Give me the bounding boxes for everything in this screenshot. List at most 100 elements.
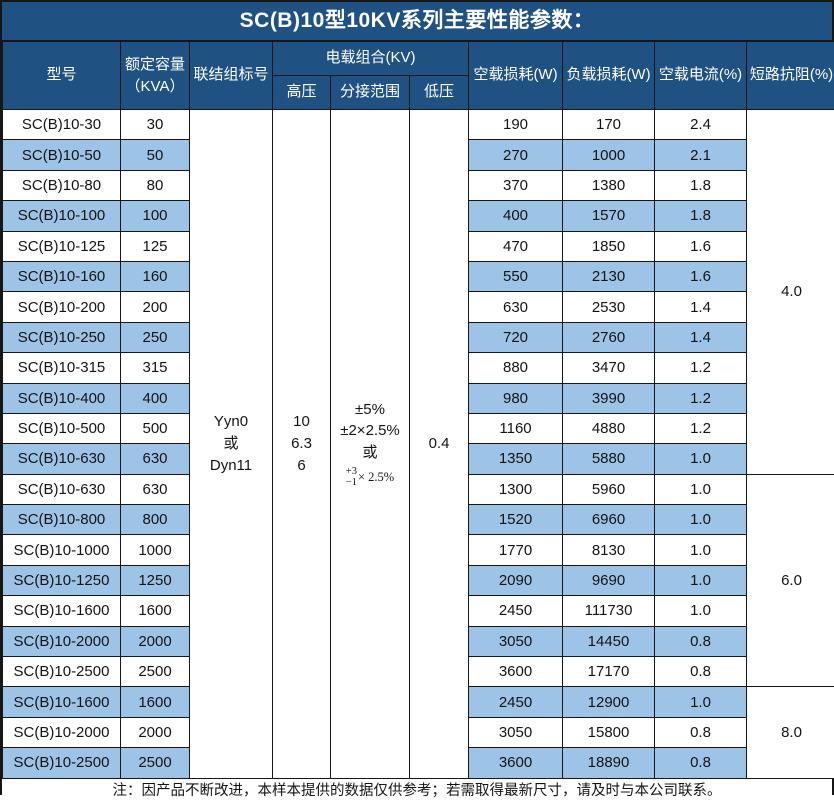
model-cell: SC(B)10-50 [3,140,121,170]
no-load-loss-cell: 550 [469,261,563,291]
col-header-tap-range: 分接范围 [331,76,410,110]
kva-cell: 630 [121,474,190,504]
no-load-current-cell: 2.1 [655,140,747,170]
no-load-loss-cell: 630 [469,292,563,322]
no-load-loss-cell: 270 [469,140,563,170]
tap-stack: +3−1 [346,466,357,489]
table-header: 型号 额定容量 （KVA） 联结组标号 电载组合(KV) 空载损耗(W) 负载损… [3,42,834,110]
load-loss-cell: 1380 [563,170,655,200]
footnote: 注：因产品不断改进，本样本提供的数据仅供参考；若需取得最新尺寸，请及时与本公司联… [2,779,832,800]
no-load-loss-cell: 3600 [469,748,563,778]
model-cell: SC(B)10-2000 [3,626,121,656]
tap-range-fraction: +3−1× 2.5% [332,466,408,489]
no-load-current-cell: 1.0 [655,474,747,504]
impedance-cell: 4.0 [747,110,834,475]
no-load-current-cell: 0.8 [655,748,747,778]
no-load-current-cell: 1.0 [655,687,747,717]
load-loss-cell: 5960 [563,474,655,504]
model-cell: SC(B)10-2500 [3,657,121,687]
no-load-current-cell: 1.2 [655,413,747,443]
model-cell: SC(B)10-100 [3,201,121,231]
no-load-current-cell: 1.0 [655,505,747,535]
page-title: SC(B)10型10KV系列主要性能参数： [2,2,832,41]
load-loss-cell: 1570 [563,201,655,231]
col-header-voltage-group: 电载组合(KV) [273,42,469,76]
no-load-current-cell: 1.0 [655,444,747,474]
connection-line: 或 [191,433,271,455]
load-loss-cell: 14450 [563,626,655,656]
kva-cell: 1000 [121,535,190,565]
no-load-loss-cell: 3050 [469,717,563,747]
no-load-current-cell: 1.8 [655,170,747,200]
kva-cell: 400 [121,383,190,413]
col-header-capacity-line2: （KVA） [122,76,188,98]
no-load-loss-cell: 1770 [469,535,563,565]
load-loss-cell: 18890 [563,748,655,778]
col-header-capacity: 额定容量 （KVA） [121,42,190,110]
model-cell: SC(B)10-160 [3,261,121,291]
kva-cell: 2500 [121,657,190,687]
no-load-loss-cell: 190 [469,110,563,140]
model-cell: SC(B)10-630 [3,444,121,474]
col-header-impedance: 短路抗阻(%) [747,42,834,110]
impedance-cell: 6.0 [747,474,834,687]
kva-cell: 630 [121,444,190,474]
kva-cell: 1250 [121,565,190,595]
model-cell: SC(B)10-80 [3,170,121,200]
no-load-loss-cell: 1160 [469,413,563,443]
no-load-loss-cell: 2090 [469,565,563,595]
no-load-current-cell: 1.2 [655,383,747,413]
col-header-model: 型号 [3,42,121,110]
load-loss-cell: 17170 [563,657,655,687]
tap-stack-top: +3 [346,466,357,478]
kva-cell: 160 [121,261,190,291]
kva-cell: 100 [121,201,190,231]
model-cell: SC(B)10-500 [3,413,121,443]
model-cell: SC(B)10-1000 [3,535,121,565]
kva-cell: 800 [121,505,190,535]
no-load-current-cell: 0.8 [655,657,747,687]
no-load-current-cell: 1.8 [655,201,747,231]
kva-cell: 250 [121,322,190,352]
no-load-loss-cell: 3050 [469,626,563,656]
no-load-loss-cell: 3600 [469,657,563,687]
col-header-connection: 联结组标号 [190,42,273,110]
kva-cell: 500 [121,413,190,443]
model-cell: SC(B)10-1600 [3,596,121,626]
no-load-current-cell: 1.6 [655,261,747,291]
model-cell: SC(B)10-315 [3,353,121,383]
no-load-loss-cell: 1300 [469,474,563,504]
model-cell: SC(B)10-30 [3,110,121,140]
tap-range-line: ±5% [332,399,408,421]
tap-range-line: ±2×2.5% [332,420,408,442]
impedance-cell: 8.0 [747,687,834,778]
no-load-loss-cell: 2450 [469,596,563,626]
no-load-current-cell: 1.0 [655,535,747,565]
load-loss-cell: 6960 [563,505,655,535]
lv-cell: 0.4 [410,110,469,779]
kva-cell: 30 [121,110,190,140]
model-cell: SC(B)10-200 [3,292,121,322]
hv-line: 6.3 [274,433,329,455]
load-loss-cell: 15800 [563,717,655,747]
kva-cell: 1600 [121,596,190,626]
kva-cell: 1600 [121,687,190,717]
kva-cell: 2500 [121,748,190,778]
col-header-capacity-line1: 额定容量 [122,54,188,76]
model-cell: SC(B)10-400 [3,383,121,413]
connection-line: Yyn0 [191,411,271,433]
model-cell: SC(B)10-630 [3,474,121,504]
load-loss-cell: 3470 [563,353,655,383]
load-loss-cell: 2760 [563,322,655,352]
no-load-current-cell: 1.4 [655,322,747,352]
load-loss-cell: 1000 [563,140,655,170]
model-cell: SC(B)10-1250 [3,565,121,595]
tap-stack-bottom: −1 [346,477,357,489]
kva-cell: 50 [121,140,190,170]
kva-cell: 2000 [121,626,190,656]
no-load-loss-cell: 1520 [469,505,563,535]
model-cell: SC(B)10-250 [3,322,121,352]
load-loss-cell: 8130 [563,535,655,565]
